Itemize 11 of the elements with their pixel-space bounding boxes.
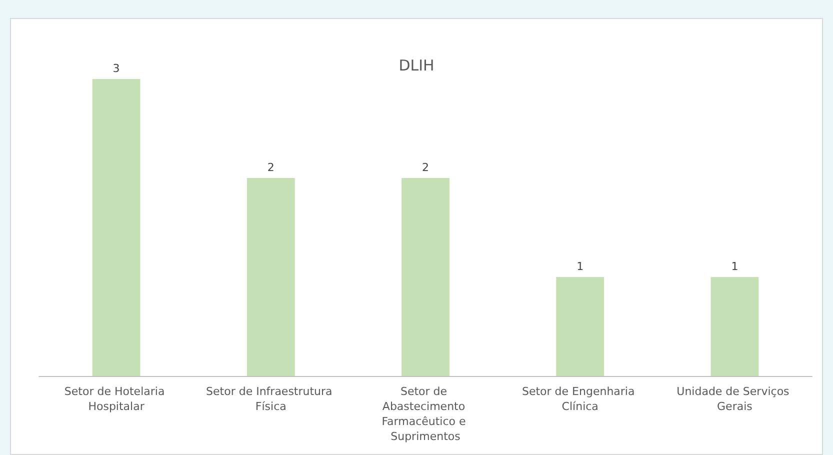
x-tick-label: Unidade de Serviços Gerais <box>676 385 793 413</box>
x-tick-label: Setor de Abastecimento Farmacêutico e Suprimentos <box>382 385 470 443</box>
x-tick-label: Setor de Hotelaria Hospitalar <box>64 385 168 413</box>
data-label: 1 <box>576 260 584 273</box>
data-label: 3 <box>112 62 120 75</box>
data-label: 2 <box>422 161 429 174</box>
chart-title: DLIH <box>398 56 434 74</box>
x-tick-label: Setor de Engenharia Clínica <box>522 385 638 413</box>
data-label: 2 <box>267 161 274 174</box>
data-label: 1 <box>731 260 738 273</box>
x-tick-label: Setor de Infraestrutura Física <box>206 385 336 413</box>
